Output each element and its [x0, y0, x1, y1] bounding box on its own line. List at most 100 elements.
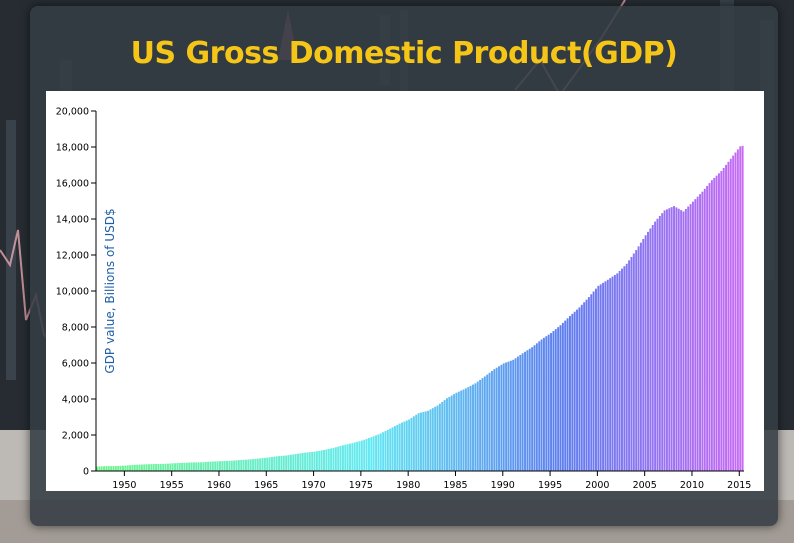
bar [190, 462, 193, 471]
bar [207, 461, 210, 471]
bar [98, 466, 101, 471]
bar [573, 311, 576, 471]
bar [138, 464, 141, 471]
bar [126, 465, 129, 471]
bar [552, 331, 555, 471]
x-tick-label: 1990 [491, 480, 515, 491]
bar [197, 462, 200, 471]
bar [325, 449, 328, 471]
bar [699, 194, 702, 471]
bar [339, 445, 342, 471]
bar [148, 464, 150, 471]
bar [505, 362, 508, 471]
bar [327, 448, 330, 471]
bar [654, 221, 657, 471]
bar [370, 437, 373, 471]
bar [396, 424, 399, 471]
bar [680, 210, 683, 472]
bar [587, 297, 590, 471]
bar [564, 320, 567, 471]
bar [110, 466, 113, 471]
bar [637, 246, 640, 471]
bar [545, 336, 548, 471]
bar [495, 367, 498, 471]
bar [613, 275, 616, 471]
bar [410, 417, 413, 471]
bar [112, 466, 115, 471]
bar [415, 414, 418, 471]
bar [143, 464, 146, 471]
bar [621, 268, 623, 471]
bar [384, 431, 387, 471]
bar [606, 279, 609, 471]
y-tick-label: 20,000 [56, 107, 89, 118]
bar [330, 448, 333, 471]
bar [526, 350, 529, 471]
y-tick-label: 12,000 [56, 251, 89, 262]
y-tick-label: 2,000 [62, 431, 89, 442]
y-axis-label: GDP value, Billions of USD$ [103, 208, 117, 373]
gdp-bar-chart: 0 2,000 4,000 6,000 8,000 10,000 12,000 14,000 1… [56, 107, 752, 492]
bar [710, 180, 713, 471]
bar [476, 381, 479, 471]
bar [332, 447, 335, 471]
bar [188, 462, 191, 471]
bar [145, 464, 148, 471]
bar [514, 358, 517, 471]
bar [96, 466, 98, 471]
bar [351, 443, 354, 471]
bar [568, 316, 571, 471]
bar [311, 451, 314, 471]
bar [337, 446, 340, 471]
bar [542, 337, 545, 471]
bar [297, 453, 299, 471]
bar [486, 374, 489, 471]
bar [493, 369, 496, 471]
bar [623, 266, 626, 471]
bar [479, 379, 482, 471]
bar [360, 440, 363, 471]
bar [192, 462, 195, 471]
bar [417, 413, 420, 471]
bar [519, 354, 522, 471]
bar [720, 171, 723, 471]
bar [448, 396, 451, 471]
bar [278, 456, 281, 471]
bar [398, 423, 401, 471]
bar [694, 199, 697, 471]
bar [597, 285, 600, 471]
bar [159, 463, 162, 471]
bar [490, 370, 493, 471]
bar [268, 457, 271, 471]
bar [554, 329, 557, 471]
bar [344, 444, 347, 471]
y-tick-label: 4,000 [62, 395, 89, 406]
bar [195, 462, 198, 471]
y-tick-label: 10,000 [56, 287, 89, 298]
bar [209, 461, 212, 471]
bar [516, 356, 519, 471]
bar [211, 461, 214, 471]
bar [261, 458, 264, 471]
bar [533, 345, 536, 471]
y-tick-label: 0 [83, 467, 89, 478]
bar [306, 452, 309, 471]
bar [535, 343, 538, 471]
bar [341, 445, 344, 471]
bar [420, 412, 422, 471]
bar [249, 459, 252, 471]
bar [734, 152, 737, 471]
bar [462, 389, 465, 471]
x-tick-label: 2005 [633, 480, 657, 491]
bar [237, 460, 240, 471]
bar [114, 466, 117, 471]
bar [131, 465, 134, 471]
bar [107, 466, 110, 471]
bar [635, 250, 638, 471]
bar [412, 416, 415, 471]
bar [649, 228, 652, 471]
bar [595, 288, 597, 471]
bar [176, 463, 179, 471]
bar [708, 183, 711, 471]
bar [254, 458, 257, 471]
